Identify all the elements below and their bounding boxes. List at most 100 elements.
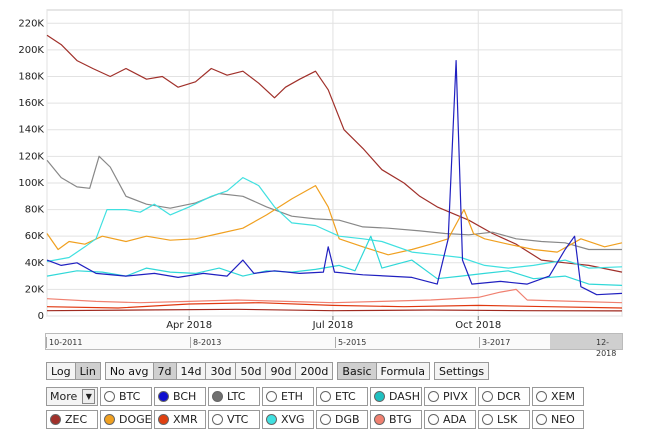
coin-label: DASH <box>389 390 421 403</box>
series-lines <box>46 34 623 312</box>
coin-label: DGB <box>335 413 360 426</box>
series-line-3 <box>46 177 623 269</box>
more-label: More <box>50 390 78 403</box>
navigator-label: 3-2017 <box>479 337 510 348</box>
controls-row: Log Lin No avg 7d 14d 30d 50d 90d 200d B… <box>46 362 490 380</box>
series-line-7 <box>46 302 623 309</box>
navigator-label: 5-2015 <box>335 337 366 348</box>
coin-toggle-etc[interactable]: ETC <box>316 387 368 406</box>
y-tick-label: 200K <box>18 45 44 56</box>
color-dot-icon <box>104 391 115 402</box>
time-navigator[interactable]: 10-2011 8-2013 5-2015 3-2017 12-2018 <box>45 333 623 358</box>
color-dot-icon <box>374 414 385 425</box>
basic-button[interactable]: Basic <box>337 362 377 380</box>
coin-toggle-zec[interactable]: ZEC <box>46 410 98 429</box>
coin-row-2: ZEC DOGE XMR VTC XVG DGB BTG ADA LSK NEO <box>46 410 584 429</box>
color-dot-icon <box>158 391 169 402</box>
color-dot-icon <box>482 391 493 402</box>
series-line-6 <box>46 288 623 304</box>
color-dot-icon <box>374 391 385 402</box>
formula-button[interactable]: Formula <box>375 362 431 380</box>
coin-toggle-pivx[interactable]: PIVX <box>424 387 476 406</box>
log-button[interactable]: Log <box>46 362 76 380</box>
color-dot-icon <box>428 391 439 402</box>
coin-toggle-lsk[interactable]: LSK <box>478 410 530 429</box>
coin-toggle-bch[interactable]: BCH <box>154 387 206 406</box>
coin-label: BTG <box>389 413 412 426</box>
color-dot-icon <box>536 391 547 402</box>
lin-button[interactable]: Lin <box>74 362 101 380</box>
coin-toggle-doge[interactable]: DOGE <box>100 410 152 429</box>
coin-toggle-xmr[interactable]: XMR <box>154 410 206 429</box>
color-dot-icon <box>482 414 493 425</box>
coin-label: ETH <box>281 390 303 403</box>
y-tick-label: 0 <box>38 311 44 322</box>
price-chart: 0 20K 40K 60K 80K 100K 120K 140K 160K 180K 200K 220… <box>18 9 623 330</box>
y-tick-label: 220K <box>18 18 44 29</box>
series-line-4 <box>46 235 623 286</box>
y-tick-label: 180K <box>18 72 44 83</box>
coin-label: DOGE <box>119 413 152 426</box>
navigator-label: 10-2011 <box>46 337 82 348</box>
series-line-1 <box>46 155 622 251</box>
chevron-down-icon[interactable]: ▼ <box>82 389 96 404</box>
coin-label: ADA <box>443 413 467 426</box>
coin-toggle-xem[interactable]: XEM <box>532 387 584 406</box>
y-tick-label: 100K <box>18 178 44 189</box>
coin-label: XVG <box>281 413 305 426</box>
coin-toggle-vtc[interactable]: VTC <box>208 410 260 429</box>
coin-label: LTC <box>227 390 246 403</box>
scale-group: Log Lin <box>46 362 101 380</box>
coin-toggle-dcr[interactable]: DCR <box>478 387 530 406</box>
coin-toggle-dgb[interactable]: DGB <box>316 410 368 429</box>
color-dot-icon <box>50 414 61 425</box>
color-dot-icon <box>212 391 223 402</box>
y-tick-label: 160K <box>18 98 44 109</box>
more-dropdown[interactable]: More ▼ <box>46 387 98 406</box>
coin-toggle-ltc[interactable]: LTC <box>208 387 260 406</box>
series-line-2 <box>46 185 623 256</box>
coin-toggle-ada[interactable]: ADA <box>424 410 476 429</box>
avg-90d-button[interactable]: 90d <box>265 362 297 380</box>
navigator-selection[interactable] <box>550 334 622 349</box>
no-avg-button[interactable]: No avg <box>104 362 154 380</box>
coin-label: ZEC <box>65 413 88 426</box>
y-tick-label: 20K <box>25 284 45 295</box>
x-axis: Apr 2018 Jul 2018 Oct 2018 <box>166 316 501 330</box>
avg-30d-button[interactable]: 30d <box>205 362 237 380</box>
series-line-0 <box>46 34 623 273</box>
coin-label: ETC <box>335 390 356 403</box>
y-tick-label: 40K <box>25 258 45 269</box>
mode-group: Basic Formula <box>337 362 431 380</box>
color-dot-icon <box>320 391 331 402</box>
color-dot-icon <box>212 414 223 425</box>
coin-label: BCH <box>173 390 197 403</box>
x-tick-label: Jul 2018 <box>312 320 354 330</box>
color-dot-icon <box>158 414 169 425</box>
coin-toggle-btg[interactable]: BTG <box>370 410 422 429</box>
series-line-8 <box>46 308 623 312</box>
coin-label: VTC <box>227 413 249 426</box>
coin-label: DCR <box>497 390 521 403</box>
avg-200d-button[interactable]: 200d <box>295 362 334 380</box>
settings-button[interactable]: Settings <box>434 362 490 380</box>
coin-row-1: More ▼ BTC BCH LTC ETH ETC DASH PIVX DCR XEM <box>46 387 584 406</box>
coin-toggle-dash[interactable]: DASH <box>370 387 422 406</box>
coin-toggle-xvg[interactable]: XVG <box>262 410 314 429</box>
avg-50d-button[interactable]: 50d <box>235 362 267 380</box>
avg-14d-button[interactable]: 14d <box>175 362 207 380</box>
x-tick-label: Apr 2018 <box>166 320 212 330</box>
y-tick-label: 120K <box>18 151 44 162</box>
coin-toggle-btc[interactable]: BTC <box>100 387 152 406</box>
color-dot-icon <box>320 414 331 425</box>
coin-toggle-neo[interactable]: NEO <box>532 410 584 429</box>
avg-7d-button[interactable]: 7d <box>152 362 177 380</box>
coin-label: NEO <box>551 413 575 426</box>
coin-toggle-eth[interactable]: ETH <box>262 387 314 406</box>
x-tick-label: Oct 2018 <box>455 320 501 330</box>
color-dot-icon <box>428 414 439 425</box>
chart-grid <box>46 9 623 317</box>
color-dot-icon <box>104 414 115 425</box>
y-tick-label: 60K <box>25 231 45 242</box>
color-dot-icon <box>266 414 277 425</box>
